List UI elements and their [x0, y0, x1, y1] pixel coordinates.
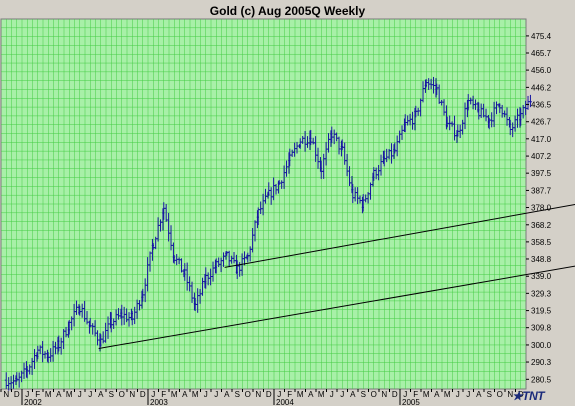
y-tick-label: 387.7 [531, 186, 552, 195]
y-axis: 475.4 465.7 456.0 446.2 436.5 426.7 417.0 407.2… [526, 32, 552, 384]
x-month-label: N [381, 390, 387, 399]
trend-lines [98, 203, 575, 349]
y-tick-label: 475.4 [531, 32, 552, 41]
x-month-label: N [3, 390, 9, 399]
x-month-label: A [182, 390, 188, 399]
x-month-label: F [35, 390, 40, 399]
y-tick-label: 465.7 [531, 49, 552, 58]
x-month-label: A [308, 390, 314, 399]
x-month-label: F [287, 390, 292, 399]
y-tick-label: 339.0 [531, 272, 552, 281]
x-month-label: M [192, 390, 199, 399]
x-month-label: S [109, 390, 114, 399]
y-tick-label: 446.2 [531, 83, 552, 92]
y-tick-label: 280.5 [531, 375, 552, 384]
y-tick-label: 397.5 [531, 169, 552, 178]
y-tick-label: 329.3 [531, 289, 552, 298]
x-month-label: J [466, 390, 470, 399]
x-month-label: F [413, 390, 418, 399]
y-tick-label: 348.8 [531, 255, 552, 264]
x-month-label: M [423, 390, 430, 399]
y-tick-label: 426.7 [531, 118, 552, 127]
x-month-label: J [456, 390, 460, 399]
x-month-label: M [297, 390, 304, 399]
x-month-label: A [434, 390, 440, 399]
x-month-label: J [88, 390, 92, 399]
trend-line [224, 203, 575, 268]
x-month-label: M [171, 390, 178, 399]
chart-title: Gold (c) Aug 2005Q Weekly [209, 4, 366, 18]
x-month-label: J [277, 390, 281, 399]
x-month-label: M [45, 390, 52, 399]
x-month-label: J [151, 390, 155, 399]
y-tick-label: 300.0 [531, 341, 552, 350]
y-tick-label: 368.2 [531, 221, 552, 230]
x-month-label: J [340, 390, 344, 399]
x-month-label: J [204, 390, 208, 399]
x-month-label: D [392, 390, 398, 399]
x-month-label: J [25, 390, 29, 399]
trend-line [98, 265, 575, 349]
x-month-label: S [361, 390, 366, 399]
x-month-label: A [476, 390, 482, 399]
x-year-label: 2003 [150, 398, 168, 406]
x-month-label: F [161, 390, 166, 399]
x-month-label: O [119, 390, 125, 399]
x-month-label: M [318, 390, 325, 399]
x-month-label: A [224, 390, 230, 399]
x-month-label: D [140, 390, 146, 399]
y-tick-label: 290.3 [531, 358, 552, 367]
x-month-label: N [507, 390, 513, 399]
x-month-label: S [487, 390, 492, 399]
grid [1, 19, 526, 389]
y-tick-label: 319.5 [531, 307, 552, 316]
x-month-label: O [245, 390, 251, 399]
y-tick-label: 378.0 [531, 204, 552, 213]
tnt-logo: ★TNT [512, 389, 545, 403]
x-month-label: O [371, 390, 377, 399]
x-month-label: N [129, 390, 135, 399]
y-tick-label: 417.0 [531, 135, 552, 144]
y-tick-label: 309.8 [531, 324, 552, 333]
x-month-label: J [214, 390, 218, 399]
y-tick-label: 456.0 [531, 66, 552, 75]
x-month-label: D [518, 390, 524, 399]
x-month-label: O [497, 390, 503, 399]
x-month-label: A [98, 390, 104, 399]
x-month-label: A [56, 390, 62, 399]
x-month-label: J [330, 390, 334, 399]
x-month-label: N [255, 390, 261, 399]
y-tick-label: 358.5 [531, 238, 552, 247]
x-month-label: D [266, 390, 272, 399]
x-month-label: J [403, 390, 407, 399]
x-month-label: J [78, 390, 82, 399]
x-year-label: 2002 [24, 398, 42, 406]
x-month-label: M [444, 390, 451, 399]
x-year-label: 2005 [402, 398, 420, 406]
x-month-label: M [66, 390, 73, 399]
x-month-label: D [14, 390, 20, 399]
x-month-label: S [235, 390, 240, 399]
y-tick-label: 407.2 [531, 152, 552, 161]
y-tick-label: 436.5 [531, 100, 552, 109]
price-bars [4, 76, 532, 391]
x-month-label: A [350, 390, 356, 399]
x-year-label: 2004 [276, 398, 294, 406]
